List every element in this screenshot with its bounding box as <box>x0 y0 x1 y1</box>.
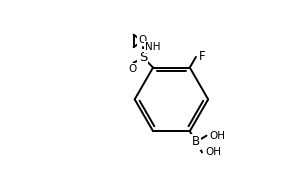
Text: O: O <box>128 64 137 74</box>
Text: OH: OH <box>205 147 221 157</box>
Text: NH: NH <box>145 42 161 52</box>
Text: S: S <box>139 51 147 64</box>
Text: O: O <box>139 35 147 45</box>
Text: OH: OH <box>210 131 225 141</box>
Text: B: B <box>192 135 200 148</box>
Text: F: F <box>199 50 205 63</box>
